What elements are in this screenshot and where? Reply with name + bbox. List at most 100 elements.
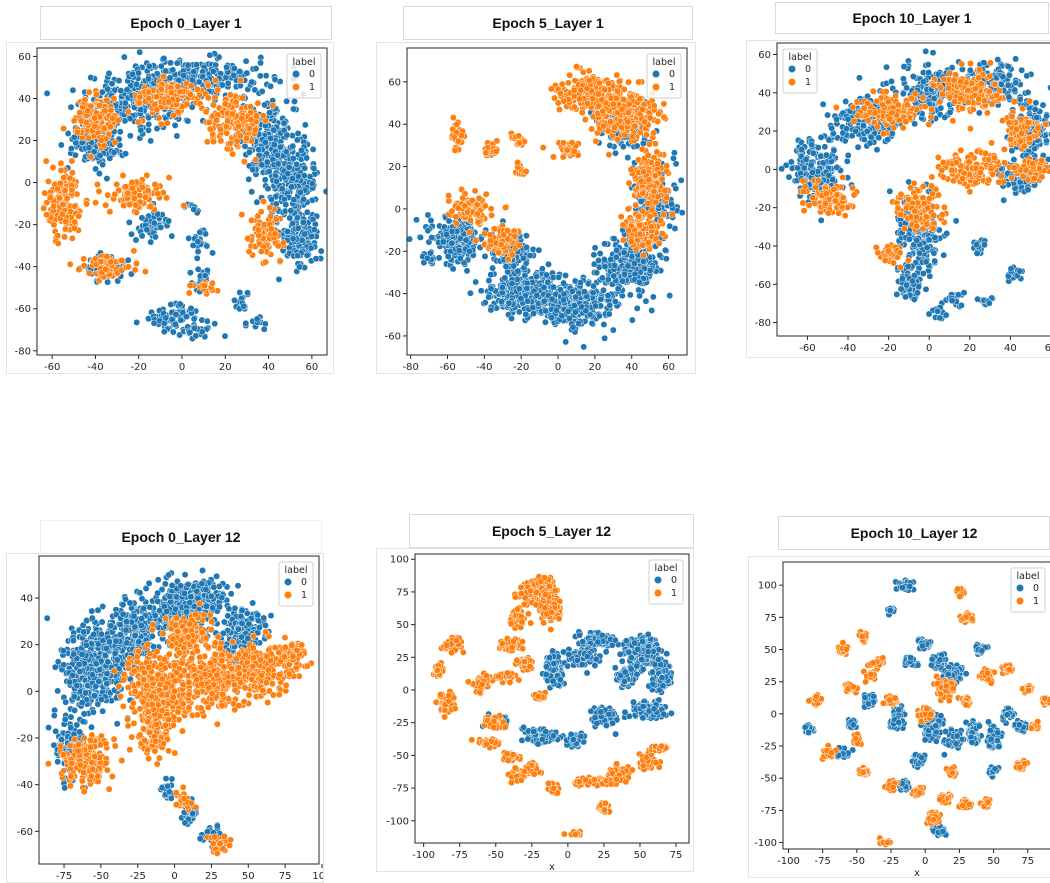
scatter-point-label-1 bbox=[83, 200, 91, 208]
scatter-point-label-0 bbox=[173, 59, 181, 67]
scatter-point-label-0 bbox=[263, 158, 271, 166]
scatter-point-label-1 bbox=[564, 79, 572, 87]
scatter-point-label-0 bbox=[611, 261, 618, 269]
scatter-point-label-1 bbox=[54, 232, 62, 240]
scatter-point-label-0 bbox=[541, 318, 549, 326]
scatter-point-label-0 bbox=[248, 78, 256, 86]
x-tick-label: -20 bbox=[513, 362, 529, 373]
scatter-point-label-0 bbox=[133, 80, 141, 88]
x-tick-label: -60 bbox=[44, 362, 60, 373]
scatter-point-label-0 bbox=[435, 254, 443, 262]
scatter-point-label-0 bbox=[489, 264, 497, 272]
scatter-point-label-1 bbox=[238, 211, 246, 219]
scatter-point-label-0 bbox=[310, 164, 318, 172]
scatter-point-label-0 bbox=[252, 65, 260, 73]
scatter-point-label-0 bbox=[191, 324, 198, 332]
scatter-point-label-1 bbox=[625, 78, 632, 86]
scatter-point-label-0 bbox=[809, 149, 817, 157]
scatter-point-label-0 bbox=[253, 315, 261, 323]
scatter-point-label-1 bbox=[618, 105, 626, 113]
scatter-point-label-1 bbox=[452, 220, 460, 227]
scatter-point-label-1 bbox=[41, 189, 49, 197]
scatter-point-label-1 bbox=[133, 209, 140, 217]
scatter-point-label-0 bbox=[196, 228, 204, 236]
scatter-point-label-1 bbox=[639, 105, 646, 113]
scatter-point-label-0 bbox=[612, 253, 620, 261]
scatter-point-label-0 bbox=[194, 238, 202, 246]
scatter-point-label-0 bbox=[576, 279, 584, 287]
scatter-point-label-1 bbox=[153, 93, 161, 101]
scatter-point-label-0 bbox=[188, 76, 196, 84]
scatter-point-label-1 bbox=[271, 230, 279, 238]
scatter-point-label-0 bbox=[128, 230, 135, 238]
scatter-point-label-1 bbox=[233, 137, 241, 145]
scatter-point-label-0 bbox=[136, 48, 144, 56]
scatter-point-label-1 bbox=[87, 153, 95, 161]
scatter-point-label-1 bbox=[660, 211, 668, 219]
scatter-point-label-1 bbox=[454, 137, 462, 145]
scatter-point-label-1 bbox=[232, 98, 240, 106]
scatter-point-label-1 bbox=[619, 221, 627, 229]
scatter-point-label-1 bbox=[91, 114, 99, 122]
scatter-point-label-1 bbox=[61, 187, 69, 195]
scatter-point-label-1 bbox=[92, 199, 100, 207]
x-tick-label: -40 bbox=[476, 362, 492, 373]
scatter-point-label-1 bbox=[214, 86, 222, 94]
scatter-point-label-1 bbox=[595, 102, 602, 110]
scatter-point-label-1 bbox=[210, 138, 218, 146]
scatter-point-label-0 bbox=[267, 134, 275, 142]
scatter-point-label-0 bbox=[167, 59, 174, 67]
scatter-point-label-1 bbox=[217, 137, 225, 145]
scatter-point-label-1 bbox=[488, 211, 496, 219]
scatter-point-label-1 bbox=[563, 146, 571, 154]
scatter-point-label-0 bbox=[192, 332, 200, 340]
scatter-point-label-0 bbox=[819, 159, 827, 167]
scatter-point-label-1 bbox=[581, 116, 589, 124]
scatter-point-label-1 bbox=[120, 202, 128, 210]
scatter-point-label-1 bbox=[660, 113, 668, 121]
scatter-point-label-0 bbox=[624, 262, 632, 270]
legend-entry-1: 1 bbox=[669, 82, 675, 93]
scatter-point-label-0 bbox=[99, 161, 107, 169]
scatter-point-label-0 bbox=[423, 254, 431, 262]
scatter-point-label-1 bbox=[186, 90, 194, 98]
scatter-point-label-1 bbox=[515, 139, 523, 147]
scatter-point-label-0 bbox=[282, 201, 290, 209]
scatter-point-label-1 bbox=[466, 228, 473, 236]
scatter-point-label-0 bbox=[642, 297, 650, 305]
scatter-point-label-0 bbox=[249, 166, 257, 174]
scatter-point-label-0 bbox=[135, 69, 142, 77]
y-tick-label: -40 bbox=[15, 262, 31, 273]
scatter-point-label-0 bbox=[522, 310, 530, 318]
scatter-point-label-1 bbox=[473, 201, 481, 209]
scatter-point-label-1 bbox=[85, 134, 92, 142]
scatter-point-label-0 bbox=[172, 310, 180, 318]
scatter-point-label-0 bbox=[96, 152, 104, 160]
scatter-point-label-0 bbox=[572, 293, 580, 301]
scatter-point-label-1 bbox=[66, 260, 74, 268]
scatter-point-label-0 bbox=[271, 76, 279, 83]
scatter-point-label-0 bbox=[445, 217, 453, 225]
scatter-point-label-0 bbox=[322, 188, 327, 195]
scatter-point-label-0 bbox=[117, 87, 125, 95]
scatter-point-label-1 bbox=[102, 201, 110, 209]
scatter-point-label-0 bbox=[524, 297, 532, 305]
scatter-point-label-0 bbox=[104, 85, 112, 93]
scatter-point-label-1 bbox=[216, 125, 224, 133]
scatter-point-label-0 bbox=[571, 308, 579, 316]
scatter-point-label-1 bbox=[474, 218, 482, 226]
scatter-point-label-1 bbox=[454, 204, 462, 212]
scatter-point-label-0 bbox=[184, 117, 192, 125]
scatter-point-label-0 bbox=[817, 133, 825, 141]
scatter-point-label-1 bbox=[160, 73, 168, 81]
scatter-point-label-1 bbox=[598, 96, 606, 104]
scatter-point-label-0 bbox=[145, 120, 153, 128]
scatter-point-label-0 bbox=[620, 249, 628, 257]
scatter-point-label-0 bbox=[466, 289, 474, 297]
scatter-point-label-1 bbox=[236, 132, 244, 140]
scatter-point-label-1 bbox=[472, 237, 480, 245]
scatter-point-label-1 bbox=[168, 89, 175, 96]
scatter-point-label-0 bbox=[157, 223, 165, 231]
scatter-point-label-0 bbox=[282, 148, 290, 156]
scatter-point-label-1 bbox=[617, 213, 625, 221]
